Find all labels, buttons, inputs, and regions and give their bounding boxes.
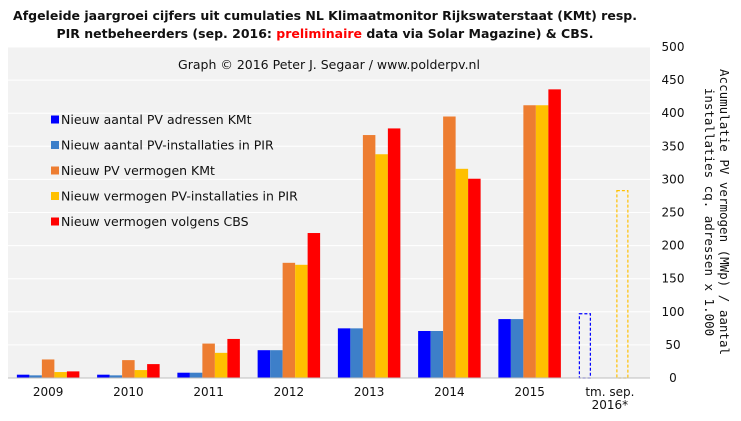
x-tick-label: tm. sep. [585,385,634,399]
bar-nieuw-aantal-pv-installaties-in-pir-2009 [29,375,42,378]
bar-nieuw-pv-vermogen-kmt-2014 [443,116,456,378]
chart-credit: Graph © 2016 Peter J. Segaar / www.polde… [178,57,480,72]
x-tick-label: 2016* [592,398,629,412]
bar-nieuw-vermogen-volgens-cbs-2010 [147,364,160,378]
legend-label-nieuw-aantal-pv-installaties-in-pir: Nieuw aantal PV-installaties in PIR [61,138,274,153]
y-axis-ticks: 0 50 100 150 200 250 300 350 400 450 500 [662,40,685,385]
x-tick-label: 2014 [434,385,465,399]
bars [16,89,629,379]
y-tick-label: 50 [665,338,680,352]
y-tick-label: 500 [662,40,685,54]
legend-label-nieuw-vermogen-pv-installaties-in-pir: Nieuw vermogen PV-installaties in PIR [61,189,298,204]
y-axis-label-line2: installaties cq. adressen x 1.000 [702,88,717,336]
bar-nieuw-aantal-pv-adressen-kmt-2009 [16,374,30,378]
bar-nieuw-vermogen-pv-installaties-in-pir-2011 [214,352,228,378]
legend-swatch-nieuw-aantal-pv-adressen-kmt [51,115,59,124]
legend-label-nieuw-pv-vermogen-kmt: Nieuw PV vermogen KMt [61,163,215,178]
legend-swatch-nieuw-aantal-pv-installaties-in-pir [51,141,59,149]
chart-title-line1: Afgeleide jaargroei cijfers uit cumulati… [13,8,637,23]
bar-nieuw-aantal-pv-adressen-kmt-2013 [337,328,351,378]
bar-nieuw-aantal-pv-installaties-in-pir-2011 [189,372,203,378]
bar-nieuw-aantal-pv-installaties-in-pir-2012 [270,350,283,378]
bar-nieuw-aantal-pv-installaties-in-pir-2015 [510,319,524,378]
chart-title-line2-pre: PIR netbeheerders (sep. 2016: [56,26,277,41]
y-tick-label: 450 [662,73,685,87]
bar-nieuw-vermogen-pv-installaties-in-pir-2014 [455,168,469,378]
bar-nieuw-pv-vermogen-kmt-2011 [202,343,215,378]
chart-title-line2: PIR netbeheerders (sep. 2016: preliminai… [0,25,650,43]
y-axis-label: Accumulatie PV vermogen (MWp) / aantal i… [702,69,732,355]
bar-nieuw-aantal-pv-adressen-kmt-2010 [97,374,110,378]
y-tick-label: 150 [662,272,685,286]
x-tick-label: 2011 [193,385,224,399]
bar-nieuw-aantal-pv-installaties-in-pir-2014 [430,330,444,378]
bar-nieuw-pv-vermogen-kmt-2010 [122,360,135,378]
bar-nieuw-vermogen-pv-installaties-in-pir-2012 [295,264,308,378]
legend-label-nieuw-aantal-pv-adressen-kmt: Nieuw aantal PV adressen KMt [61,112,252,127]
x-tick-label: 2012 [274,385,305,399]
bar-nieuw-vermogen-volgens-cbs-2011 [227,338,240,378]
y-tick-label: 0 [669,371,677,385]
bar-nieuw-aantal-pv-adressen-kmt-2011 [177,372,190,378]
bar-nieuw-vermogen-volgens-cbs-2014 [468,178,481,378]
bar-nieuw-vermogen-volgens-cbs-2009 [66,371,80,378]
bar-nieuw-vermogen-volgens-cbs-2012 [307,233,321,378]
bar-nieuw-vermogen-pv-installaties-in-pir-2010 [134,370,148,378]
bar-nieuw-vermogen-pv-installaties-in-pir-2015 [535,105,549,379]
bar-nieuw-pv-vermogen-kmt-2013 [362,135,376,378]
bar-nieuw-pv-vermogen-kmt-2009 [41,359,55,378]
legend-swatch-nieuw-pv-vermogen-kmt [51,166,59,175]
bar-nieuw-aantal-pv-adressen-kmt-2014 [418,330,431,378]
y-axis-label-line1: Accumulatie PV vermogen (MWp) / aantal [717,69,732,355]
bar-nieuw-vermogen-pv-installaties-in-pir-tm-sep-2016 [616,190,629,379]
bar-nieuw-pv-vermogen-kmt-2015 [523,105,536,379]
bar-nieuw-vermogen-volgens-cbs-2015 [548,89,561,379]
legend-swatch-nieuw-vermogen-volgens-cbs [51,217,59,226]
y-tick-label: 200 [662,239,685,253]
chart-title-line2-highlight: preliminaire [276,26,362,41]
bar-nieuw-pv-vermogen-kmt-2012 [282,262,296,378]
bar-nieuw-vermogen-pv-installaties-in-pir-2009 [54,372,67,378]
y-tick-label: 300 [662,172,685,186]
x-tick-label: 2009 [33,385,64,399]
legend: Nieuw aantal PV adressen KMt Nieuw aantal… [51,112,298,229]
legend-swatch-nieuw-vermogen-pv-installaties-in-pir [51,192,59,200]
y-tick-label: 350 [662,139,685,153]
bar-nieuw-aantal-pv-installaties-in-pir-2013 [350,328,363,378]
x-axis-ticks: 2009 2010 2011 2012 2013 2014 2015 tm. sep.2016… [33,385,635,412]
x-tick-label: 2015 [514,385,545,399]
bar-nieuw-vermogen-pv-installaties-in-pir-2013 [375,154,388,378]
bar-nieuw-aantal-pv-adressen-kmt-2012 [257,350,271,378]
bar-nieuw-vermogen-volgens-cbs-2013 [387,128,401,378]
bar-nieuw-aantal-pv-adressen-kmt-2015 [498,319,511,378]
x-tick-label: 2010 [113,385,144,399]
x-tick-label: 2013 [354,385,385,399]
chart-title-line2-post: data via Solar Magazine) & CBS. [362,26,594,41]
y-tick-label: 400 [662,106,685,120]
chart-title: Afgeleide jaargroei cijfers uit cumulati… [0,7,650,43]
legend-label-nieuw-vermogen-volgens-cbs: Nieuw vermogen volgens CBS [61,214,249,229]
y-tick-label: 100 [662,305,685,319]
bar-nieuw-aantal-pv-installaties-in-pir-2010 [109,375,123,378]
y-tick-label: 250 [662,206,685,220]
